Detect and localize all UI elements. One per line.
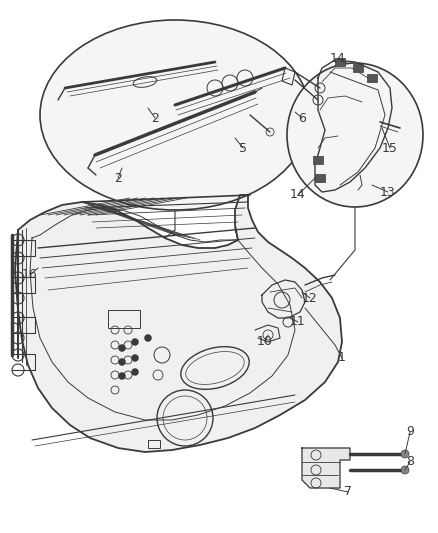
Bar <box>312 156 322 164</box>
Text: 13: 13 <box>379 185 395 198</box>
Text: 12: 12 <box>301 292 317 304</box>
Bar <box>108 310 140 328</box>
Circle shape <box>400 450 408 458</box>
Bar <box>148 440 159 448</box>
Text: 5: 5 <box>238 141 247 155</box>
Circle shape <box>131 354 138 361</box>
Text: 2: 2 <box>151 111 159 125</box>
Ellipse shape <box>40 20 309 210</box>
Circle shape <box>131 368 138 376</box>
Text: 16: 16 <box>22 269 38 281</box>
Text: 11: 11 <box>290 316 305 328</box>
Circle shape <box>118 359 125 366</box>
Text: 1: 1 <box>337 351 345 365</box>
Bar <box>352 64 362 72</box>
Bar <box>334 58 344 66</box>
Text: 9: 9 <box>405 425 413 439</box>
Text: 14: 14 <box>329 52 345 64</box>
Text: 8: 8 <box>405 456 413 469</box>
Bar <box>314 174 324 182</box>
Circle shape <box>118 373 125 379</box>
Text: 15: 15 <box>381 141 397 155</box>
Bar <box>366 74 376 82</box>
Polygon shape <box>15 195 341 452</box>
Text: 2: 2 <box>114 172 122 184</box>
Circle shape <box>400 466 408 474</box>
Circle shape <box>144 335 151 342</box>
Text: 14: 14 <box>290 189 305 201</box>
Ellipse shape <box>286 63 422 207</box>
Circle shape <box>118 344 125 351</box>
Circle shape <box>131 338 138 345</box>
Text: 10: 10 <box>257 335 272 349</box>
Polygon shape <box>301 448 349 488</box>
Text: 7: 7 <box>343 486 351 498</box>
Text: 6: 6 <box>297 111 305 125</box>
